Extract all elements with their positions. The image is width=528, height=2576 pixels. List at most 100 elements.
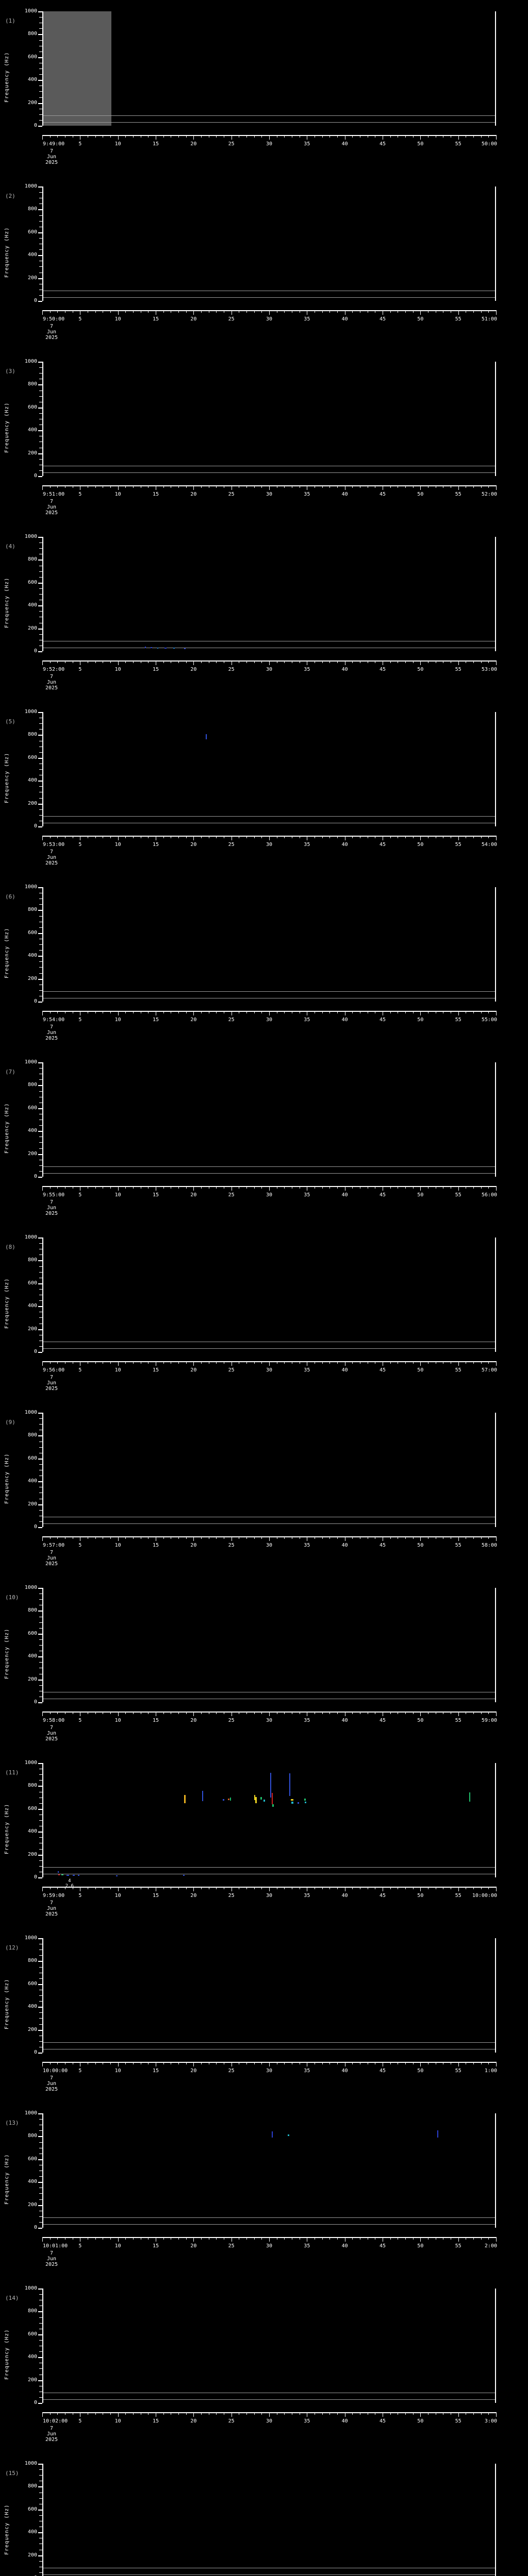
x-axis-minor-tick bbox=[284, 1887, 285, 1889]
detection-mark bbox=[78, 1875, 80, 1876]
x-axis-tick-label: 40 bbox=[341, 667, 348, 672]
y-axis-minor-tick bbox=[39, 1967, 42, 1968]
spectrogram-panel: (13) Frequency (Hz) 0 200 400 600 800 1000 10:01… bbox=[0, 2102, 528, 2277]
y-axis-tick-label: 0 bbox=[34, 1699, 37, 1705]
x-axis-minor-tick bbox=[254, 2412, 255, 2415]
y-axis-tick bbox=[38, 1329, 42, 1330]
x-axis-minor-tick bbox=[110, 2412, 111, 2415]
x-axis-minor-tick bbox=[95, 1361, 96, 1364]
y-axis-tick bbox=[38, 1854, 42, 1856]
plot-area[interactable] bbox=[42, 187, 496, 301]
plot-area[interactable] bbox=[42, 11, 496, 126]
x-axis-minor-tick bbox=[352, 2237, 353, 2240]
y-axis-tick-label: 0 bbox=[34, 998, 37, 1004]
plot-area[interactable] bbox=[42, 362, 496, 476]
plot-area[interactable] bbox=[42, 712, 496, 826]
x-axis-tick-label: 50 bbox=[417, 2243, 424, 2249]
y-axis-minor-tick bbox=[39, 1464, 42, 1465]
x-axis-minor-tick bbox=[352, 485, 353, 488]
x-axis-major-tick bbox=[458, 836, 459, 840]
x-axis-major-tick bbox=[458, 1361, 459, 1366]
plot-area[interactable] bbox=[42, 1238, 496, 1352]
x-axis-major-tick bbox=[496, 2062, 497, 2066]
y-axis-minor-tick bbox=[39, 215, 42, 216]
x-axis-minor-tick bbox=[95, 2237, 96, 2240]
y-axis-tick bbox=[38, 2289, 42, 2290]
y-axis-tick bbox=[38, 2555, 42, 2556]
x-axis-end-label: 52:00 bbox=[481, 492, 497, 497]
plot-area[interactable] bbox=[42, 2113, 496, 2228]
x-axis-minor-tick bbox=[254, 660, 255, 663]
x-axis-minor-tick bbox=[337, 485, 338, 488]
x-axis-tick-label: 45 bbox=[379, 492, 386, 497]
plot-area[interactable] bbox=[42, 537, 496, 651]
x-axis-minor-tick bbox=[413, 310, 414, 313]
x-axis-minor-tick bbox=[261, 2412, 262, 2415]
x-axis-major-tick bbox=[458, 2237, 459, 2242]
y-axis-tick-label: 400 bbox=[27, 2179, 37, 2185]
x-axis-major-tick bbox=[458, 135, 459, 140]
x-axis-tick-label: 30 bbox=[266, 2418, 273, 2424]
x-axis-major-tick bbox=[496, 1186, 497, 1191]
panel-index-label: (15) bbox=[5, 2470, 19, 2477]
date-line: Jun bbox=[46, 1555, 57, 1561]
y-axis-minor-tick bbox=[39, 2498, 42, 2499]
x-axis-minor-tick bbox=[390, 1186, 391, 1189]
y-axis-minor-tick bbox=[39, 1125, 42, 1126]
x-axis-tick-label: 5 bbox=[78, 1543, 82, 1548]
y-axis-tick-label: 1000 bbox=[24, 1234, 37, 1240]
panel-index-label: (3) bbox=[5, 368, 15, 375]
x-axis-minor-tick bbox=[178, 135, 179, 138]
x-axis-minor-tick bbox=[50, 2237, 51, 2240]
plot-area[interactable] bbox=[42, 2289, 496, 2403]
x-axis-tick-label: 35 bbox=[304, 2243, 310, 2249]
plot-area[interactable] bbox=[42, 1588, 496, 1702]
x-axis-minor-tick bbox=[125, 2412, 126, 2415]
x-axis-minor-tick bbox=[254, 1011, 255, 1013]
x-axis-minor-tick bbox=[57, 135, 58, 138]
x-axis-tick-label: 40 bbox=[341, 1367, 348, 1373]
x-axis-tick-label: 50 bbox=[417, 492, 424, 497]
x-axis-minor-tick bbox=[57, 2412, 58, 2415]
x-axis-minor-tick bbox=[413, 135, 414, 138]
detection-mark bbox=[184, 648, 186, 649]
y-axis-tick-label: 200 bbox=[27, 1150, 37, 1157]
plot-area[interactable] bbox=[42, 1763, 496, 1877]
x-axis-minor-tick bbox=[50, 485, 51, 488]
x-axis-major-tick bbox=[458, 1711, 459, 1716]
plot-background bbox=[43, 187, 495, 301]
spectrogram-panel: (1) Frequency (Hz) 0 200 400 600 800 1000 9:49:0… bbox=[0, 0, 528, 175]
y-axis-tick-label: 800 bbox=[27, 1432, 37, 1438]
y-axis-tick-label: 400 bbox=[27, 1478, 37, 1484]
x-axis-date-stack: 7 Jun 2025 bbox=[31, 2426, 72, 2443]
date-line: 2025 bbox=[45, 1561, 58, 1567]
panel-index-label: (4) bbox=[5, 543, 15, 550]
x-axis-tick-label: 45 bbox=[379, 842, 386, 848]
detection-mark bbox=[58, 1874, 60, 1875]
x-axis-minor-tick bbox=[125, 1536, 126, 1539]
x-axis-minor-tick bbox=[133, 485, 134, 488]
plot-area[interactable] bbox=[42, 1938, 496, 2053]
y-axis-minor-tick bbox=[39, 2199, 42, 2200]
y-axis-tick-label: 600 bbox=[27, 1805, 37, 1811]
x-axis-minor-tick bbox=[254, 1536, 255, 1539]
y-axis-tick bbox=[38, 1504, 42, 1505]
plot-area[interactable] bbox=[42, 1413, 496, 1527]
y-axis-tick bbox=[38, 1633, 42, 1635]
y-axis-tick bbox=[38, 2029, 42, 2031]
y-axis-minor-tick bbox=[39, 1978, 42, 1979]
x-axis-minor-tick bbox=[125, 836, 126, 838]
x-axis-minor-tick bbox=[246, 310, 247, 313]
x-axis bbox=[42, 135, 497, 140]
plot-area[interactable] bbox=[42, 2464, 496, 2576]
x-axis-minor-tick bbox=[337, 2237, 338, 2240]
date-line: 2025 bbox=[45, 2262, 58, 2267]
x-axis-minor-tick bbox=[284, 1711, 285, 1714]
x-axis-major-tick bbox=[420, 1887, 421, 1891]
plot-area[interactable] bbox=[42, 887, 496, 1002]
x-axis-tick-label: 5 bbox=[78, 842, 82, 848]
plot-area[interactable] bbox=[42, 1062, 496, 1177]
x-axis-minor-tick bbox=[413, 1361, 414, 1364]
x-axis-tick-label: 5 bbox=[78, 141, 82, 147]
y-axis-minor-tick bbox=[39, 1148, 42, 1149]
